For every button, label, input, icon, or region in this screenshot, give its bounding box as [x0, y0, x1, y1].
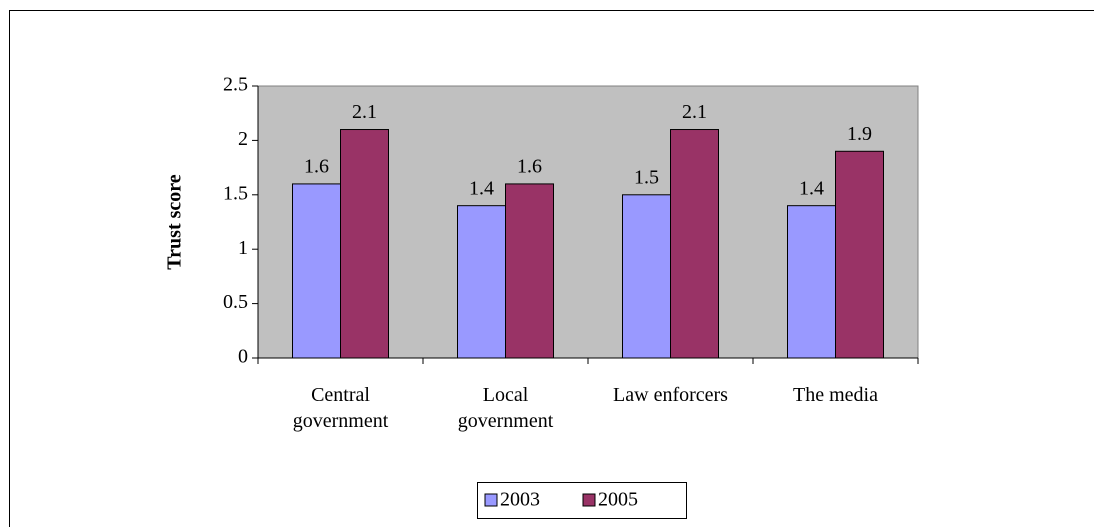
legend-box	[477, 482, 687, 519]
bar	[670, 129, 719, 359]
y-axis-label: Trust score	[164, 174, 186, 269]
legend-label: 2003	[500, 489, 540, 511]
data-label: 1.5	[634, 166, 659, 188]
data-label: 1.6	[517, 156, 542, 178]
legend-swatch	[484, 493, 498, 507]
y-tick-label: 1	[238, 237, 248, 259]
data-label: 2.1	[352, 101, 377, 123]
bar	[787, 205, 836, 359]
legend-label: 2005	[598, 489, 638, 511]
x-tick-label: Local government	[457, 384, 554, 432]
data-label: 1.6	[304, 156, 329, 178]
y-tick-label: 0.5	[223, 291, 248, 313]
bar	[457, 205, 506, 359]
bar	[622, 194, 671, 359]
x-tick-label: Law enforcers	[613, 384, 728, 406]
bar	[835, 150, 884, 359]
y-tick-label: 1.5	[223, 182, 248, 204]
y-tick-label: 2.5	[223, 74, 248, 96]
bar	[292, 183, 341, 359]
bar	[505, 183, 554, 359]
data-label: 1.4	[469, 177, 494, 199]
data-label: 1.9	[847, 123, 872, 145]
data-label: 2.1	[682, 101, 707, 123]
y-tick-label: 0	[238, 346, 248, 368]
x-tick-label: The media	[793, 384, 878, 406]
data-label: 1.4	[799, 177, 824, 199]
x-tick-label: Central government	[292, 384, 389, 432]
bar	[340, 129, 389, 359]
legend-swatch	[582, 493, 596, 507]
y-tick-label: 2	[238, 128, 248, 150]
